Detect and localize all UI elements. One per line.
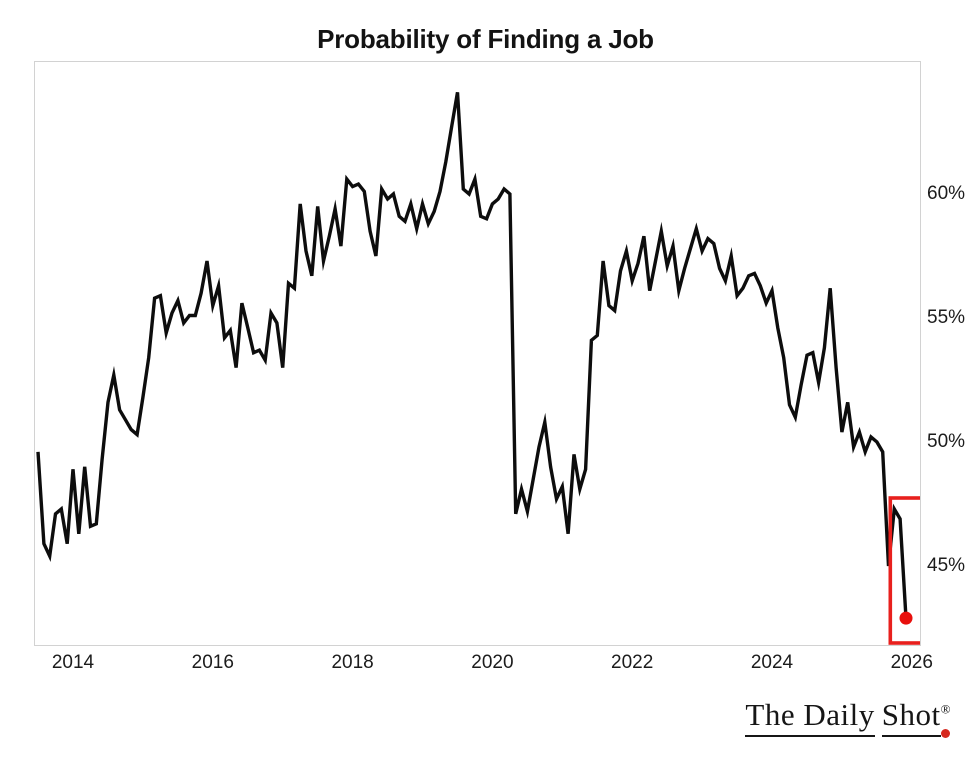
logo-text-the-daily: The Daily (745, 697, 875, 737)
latest-point-dot (899, 611, 913, 625)
highlight-box (888, 496, 920, 645)
series-line (36, 92, 908, 619)
registered-mark: ® (940, 701, 951, 717)
daily-shot-logo: The Daily Shot® (745, 697, 951, 738)
chart-title: Probability of Finding a Job (317, 24, 654, 54)
y-axis-label: 50% (927, 431, 966, 452)
x-axis-label: 2020 (471, 652, 514, 673)
x-axis-label: 2026 (890, 652, 933, 673)
logo-text-shot: Shot (881, 697, 941, 737)
logo-red-dot (941, 729, 950, 738)
x-axis-label: 2016 (191, 652, 234, 673)
plot-area (34, 61, 921, 646)
x-axis-label: 2024 (750, 652, 794, 673)
y-axis-label: 45% (927, 555, 966, 576)
y-axis-label: 60% (927, 183, 966, 204)
chart-canvas (36, 92, 920, 645)
x-axis-label: 2018 (331, 652, 374, 673)
x-axis-label: 2014 (51, 652, 95, 673)
x-axis-label: 2022 (611, 652, 654, 673)
y-axis-label: 55% (927, 307, 966, 328)
